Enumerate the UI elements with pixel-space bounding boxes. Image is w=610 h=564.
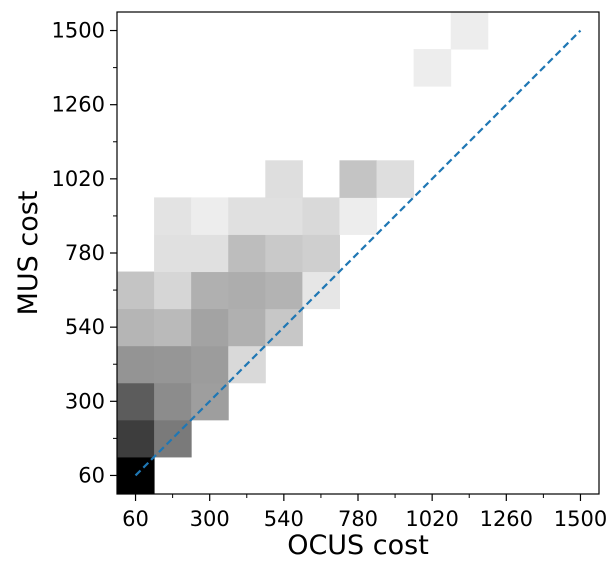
x-axis-title: OCUS cost [287, 530, 429, 561]
x-tick-label: 780 [338, 507, 378, 531]
y-axis-ticks: 60 300 540 780 1020 1260 1500 [52, 19, 117, 487]
heatmap-cell [117, 345, 155, 384]
heatmap-cell [376, 160, 415, 198]
y-tick-label: 60 [78, 463, 105, 487]
heatmap-cell [413, 49, 452, 87]
y-tick-label: 1020 [52, 167, 105, 191]
heatmap-cell [154, 382, 192, 421]
reference-line-layer [134, 29, 582, 477]
x-axis-ticks: 60 300 540 780 1020 1260 1500 [122, 494, 607, 531]
heatmap-cell [265, 234, 303, 273]
heatmap-cell [339, 197, 378, 235]
heatmap-cell [154, 345, 192, 384]
heatmap-cell [117, 456, 155, 495]
heatmap-cell [228, 271, 266, 310]
heatmap-cell [450, 12, 489, 50]
y-tick-label: 780 [65, 241, 105, 265]
y-tick-label: 1260 [52, 93, 105, 117]
y-tick-label: 300 [65, 389, 105, 413]
heatmap-cell [117, 308, 155, 347]
x-tick-label: 1500 [554, 507, 607, 531]
heatmap-cell [191, 197, 229, 235]
y-axis-title: MUS cost [13, 191, 44, 316]
x-tick-label: 1260 [480, 507, 533, 531]
x-tick-label: 1020 [405, 507, 458, 531]
heatmap-cell [191, 234, 229, 273]
heatmap-cell [117, 419, 155, 458]
heatmap-cell [117, 382, 155, 421]
heatmap-cell [228, 308, 266, 347]
heatmap-cells [117, 12, 489, 495]
y-tick-label: 1500 [52, 19, 105, 43]
reference-diagonal-line [134, 29, 582, 477]
x-tick-label: 300 [190, 507, 230, 531]
heatmap-cell [302, 234, 340, 273]
heatmap-cell [154, 197, 192, 235]
x-tick-label: 540 [264, 507, 304, 531]
heatmap-cell [339, 160, 378, 198]
heatmap-cell [191, 271, 229, 310]
heatmap-cell [265, 271, 303, 310]
heatmap-cell [154, 308, 192, 347]
heatmap-cell [154, 271, 192, 310]
heatmap-cell [191, 345, 229, 384]
heatmap-cell [228, 197, 266, 235]
heatmap-cell [191, 308, 229, 347]
heatmap-cell [265, 160, 303, 198]
y-tick-label: 540 [65, 315, 105, 339]
heatmap-cell [228, 234, 266, 273]
heatmap-cell [302, 197, 340, 235]
x-tick-label: 60 [122, 507, 149, 531]
heatmap-cell [117, 271, 155, 310]
heatmap-cell [265, 197, 303, 235]
heatmap-cell [154, 234, 192, 273]
